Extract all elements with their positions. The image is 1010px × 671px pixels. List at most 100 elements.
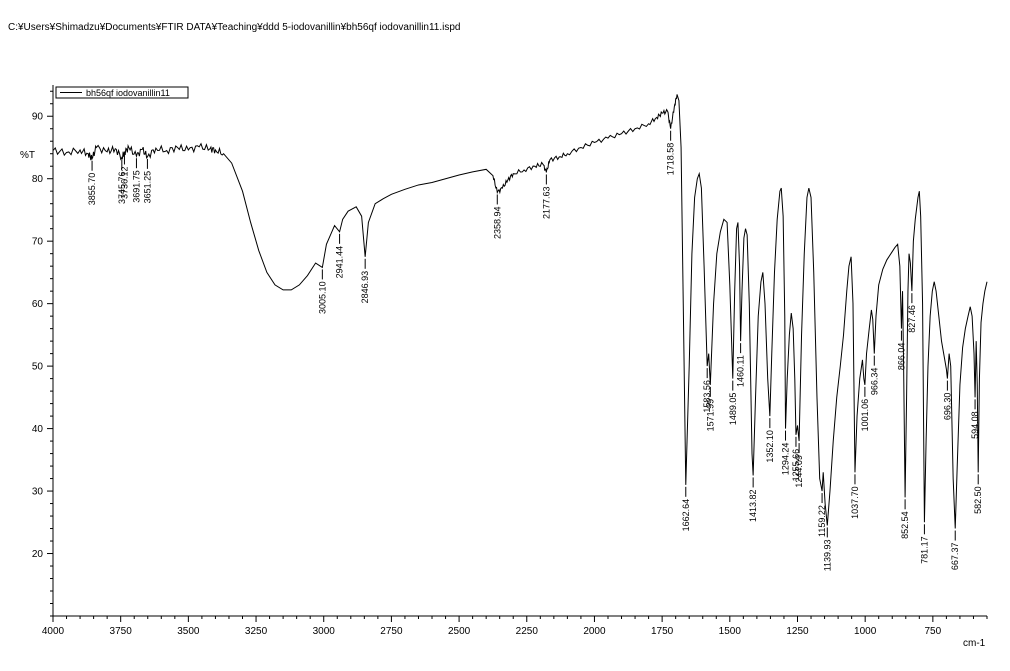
peak-label-text: 1294.24 <box>781 443 791 476</box>
x-tick-label: 3500 <box>177 626 200 637</box>
peak-label-text: 852.54 <box>900 511 910 539</box>
peak-label-text: 1662.64 <box>681 499 691 532</box>
peak-label-text: 1159.22 <box>817 505 827 537</box>
peak-label: 1662.64 <box>681 486 691 532</box>
peak-label: 696.30 <box>942 380 952 421</box>
peak-label-text: 1718.58 <box>666 143 676 176</box>
y-axis-ticks: 20 30 40 50 60 70 80 90 <box>32 90 53 617</box>
peak-label: 3691.75 <box>131 158 141 203</box>
axes <box>52 85 987 617</box>
x-tick-label: 3750 <box>110 626 133 637</box>
peak-label-text: 1352.10 <box>765 430 775 463</box>
peak-label: 3736.12 <box>119 154 129 199</box>
peak-label: 1718.58 <box>666 130 676 176</box>
peak-label: 1571.99 <box>705 386 715 432</box>
peak-label: 1294.24 <box>781 430 791 476</box>
peak-label-text: 3855.70 <box>87 173 97 206</box>
x-tick-label: 1000 <box>854 626 877 637</box>
peak-label: 3745.76 <box>117 159 127 204</box>
peak-label-text: 2177.63 <box>541 186 551 219</box>
peak-label-text: 594.08 <box>970 411 980 439</box>
x-tick-label: 2000 <box>583 626 606 637</box>
peak-label-text: 3005.10 <box>317 281 327 314</box>
peak-label: 1255.66 <box>791 436 801 481</box>
peak-label-text: 1139.93 <box>822 539 832 571</box>
y-tick-label: 80 <box>32 174 44 185</box>
peak-label-text: 1037.70 <box>850 486 860 519</box>
peak-label-text: 1413.82 <box>748 489 758 522</box>
peak-label: 866.04 <box>896 330 906 371</box>
peak-label: 1460.11 <box>736 343 746 387</box>
peak-label-text: 1583.56 <box>702 380 712 413</box>
x-tick-label: 1750 <box>651 626 674 637</box>
peak-label-text: 2846.93 <box>360 271 370 304</box>
spectrum-line <box>52 94 988 529</box>
peak-label: 827.46 <box>907 293 917 333</box>
x-tick-label: 3250 <box>245 626 268 637</box>
peak-label-text: 3736.12 <box>119 166 129 199</box>
y-tick-label: 70 <box>32 237 44 248</box>
peak-label-text: 966.34 <box>869 368 879 396</box>
peak-label: 2177.63 <box>541 174 551 219</box>
peak-label-text: 827.46 <box>907 305 917 333</box>
peak-label-text: 3745.76 <box>117 171 127 204</box>
peak-label: 1159.22 <box>817 493 827 537</box>
peak-label-text: 1571.99 <box>705 399 715 432</box>
y-tick-label: 90 <box>32 112 44 123</box>
peak-label: 1413.82 <box>748 477 758 522</box>
y-tick-label: 60 <box>32 299 44 310</box>
peak-label: 966.34 <box>869 355 879 396</box>
peak-label-text: 3691.75 <box>131 170 141 203</box>
x-axis-label: cm-1 <box>963 638 986 649</box>
peak-label: 3651.25 <box>142 158 152 204</box>
peak-label-text: 3651.25 <box>142 171 152 204</box>
peak-label: 582.50 <box>973 474 983 514</box>
x-tick-label: 2250 <box>516 626 539 637</box>
y-tick-label: 40 <box>32 424 44 435</box>
peak-label-text: 866.04 <box>896 343 906 371</box>
x-tick-label: 3000 <box>313 626 336 637</box>
x-tick-label: 4000 <box>42 626 65 637</box>
peak-label-text: 1001.06 <box>860 399 870 432</box>
peak-label: 1352.10 <box>765 418 775 463</box>
x-tick-label: 750 <box>925 626 942 637</box>
file-path-header: C:¥Users¥Shimadzu¥Documents¥FTIR DATA¥Te… <box>8 22 461 33</box>
y-tick-label: 50 <box>32 362 44 373</box>
y-tick-label: 20 <box>32 549 44 560</box>
peak-label: 1037.70 <box>850 474 860 519</box>
peak-label: 2358.94 <box>492 194 502 239</box>
legend: bh56qf iodovanillin11 <box>55 86 189 99</box>
peak-label: 1001.06 <box>860 386 870 432</box>
peak-label: 2941.44 <box>335 233 345 279</box>
y-axis-label: %T <box>20 150 35 161</box>
peak-label-text: 696.30 <box>942 393 952 421</box>
y-tick-label: 30 <box>32 487 44 498</box>
legend-box <box>55 86 189 99</box>
peak-label: 3855.70 <box>87 160 97 206</box>
peak-label: 594.08 <box>970 399 980 439</box>
peak-label-text: 2941.44 <box>335 246 345 279</box>
peak-label-text: 1460.11 <box>736 355 746 387</box>
peak-label-text: 1489.05 <box>728 393 738 426</box>
peak-label: 2846.93 <box>360 258 370 304</box>
peak-label: 1489.05 <box>728 380 738 426</box>
peak-label: 1583.56 <box>702 368 712 413</box>
peak-label-text: 2358.94 <box>492 206 502 239</box>
peak-label: 3005.10 <box>317 269 327 314</box>
x-axis-ticks: 4000 3750 3500 3250 3000 2750 2500 2250 2000 1750… <box>42 616 988 637</box>
peak-label: 781.17 <box>919 524 929 564</box>
peak-label-text: 781.17 <box>919 536 929 564</box>
peak-label: 1244.09 <box>794 443 804 488</box>
peak-label: 1139.93 <box>822 527 832 571</box>
peak-label-text: 667.37 <box>950 543 960 571</box>
x-tick-label: 1250 <box>786 626 809 637</box>
peak-label: 667.37 <box>950 530 960 571</box>
x-tick-label: 1500 <box>719 626 742 637</box>
peak-label: 852.54 <box>900 499 910 539</box>
legend-entry: bh56qf iodovanillin11 <box>86 88 170 98</box>
peak-label-text: 1244.09 <box>794 455 804 488</box>
peak-label-text: 582.50 <box>973 486 983 514</box>
x-tick-label: 2750 <box>380 626 403 637</box>
